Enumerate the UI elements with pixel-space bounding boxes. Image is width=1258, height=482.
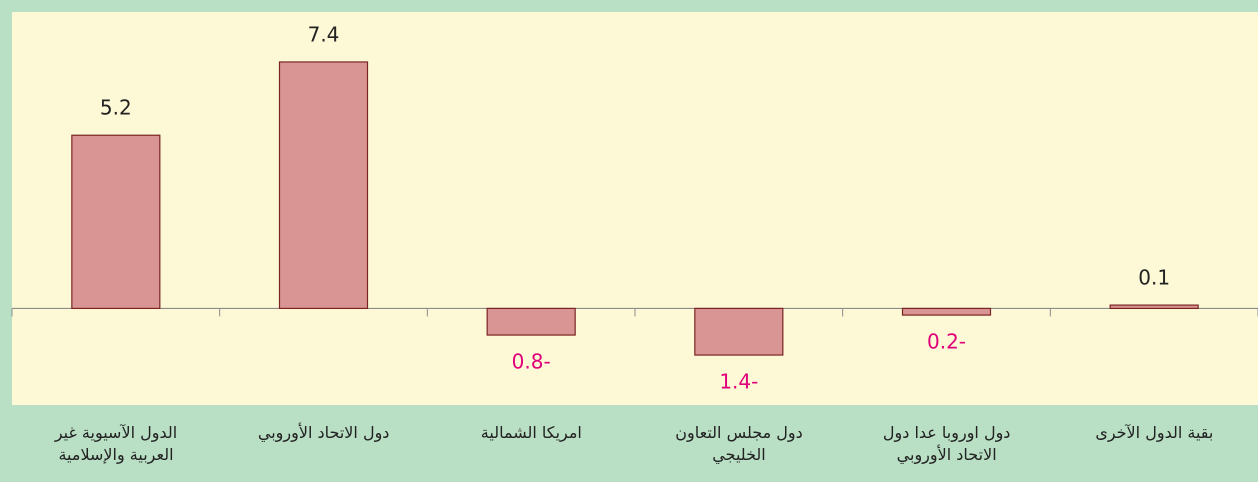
bar <box>1109 304 1199 310</box>
plot-area <box>12 12 1258 405</box>
x-tick-label: دول مجلس التعاون الخليجي <box>675 423 803 464</box>
x-tick-label: الدول الآسيوية غير العربية والإسلامية <box>54 423 178 464</box>
bar <box>71 134 161 310</box>
data-label: 7.4 <box>308 22 340 46</box>
data-label: 0.8- <box>512 350 551 374</box>
data-label: 5.2 <box>100 96 132 120</box>
data-label: 0.1 <box>1138 266 1170 290</box>
bar <box>901 307 992 316</box>
bar <box>278 61 369 310</box>
bar <box>486 307 576 336</box>
x-tick-label: دول الاتحاد الأوروبي <box>257 423 390 442</box>
data-label: 0.2- <box>927 330 966 354</box>
data-label: 1.4- <box>719 370 758 394</box>
x-tick-label: بقية الدول الآخرى <box>1095 423 1214 442</box>
x-tick-label: امريكا الشمالية <box>480 423 582 442</box>
x-tick-label: دول اوروبا عدا دول الاتحاد الأوروبي <box>882 423 1011 464</box>
bar <box>694 307 784 356</box>
